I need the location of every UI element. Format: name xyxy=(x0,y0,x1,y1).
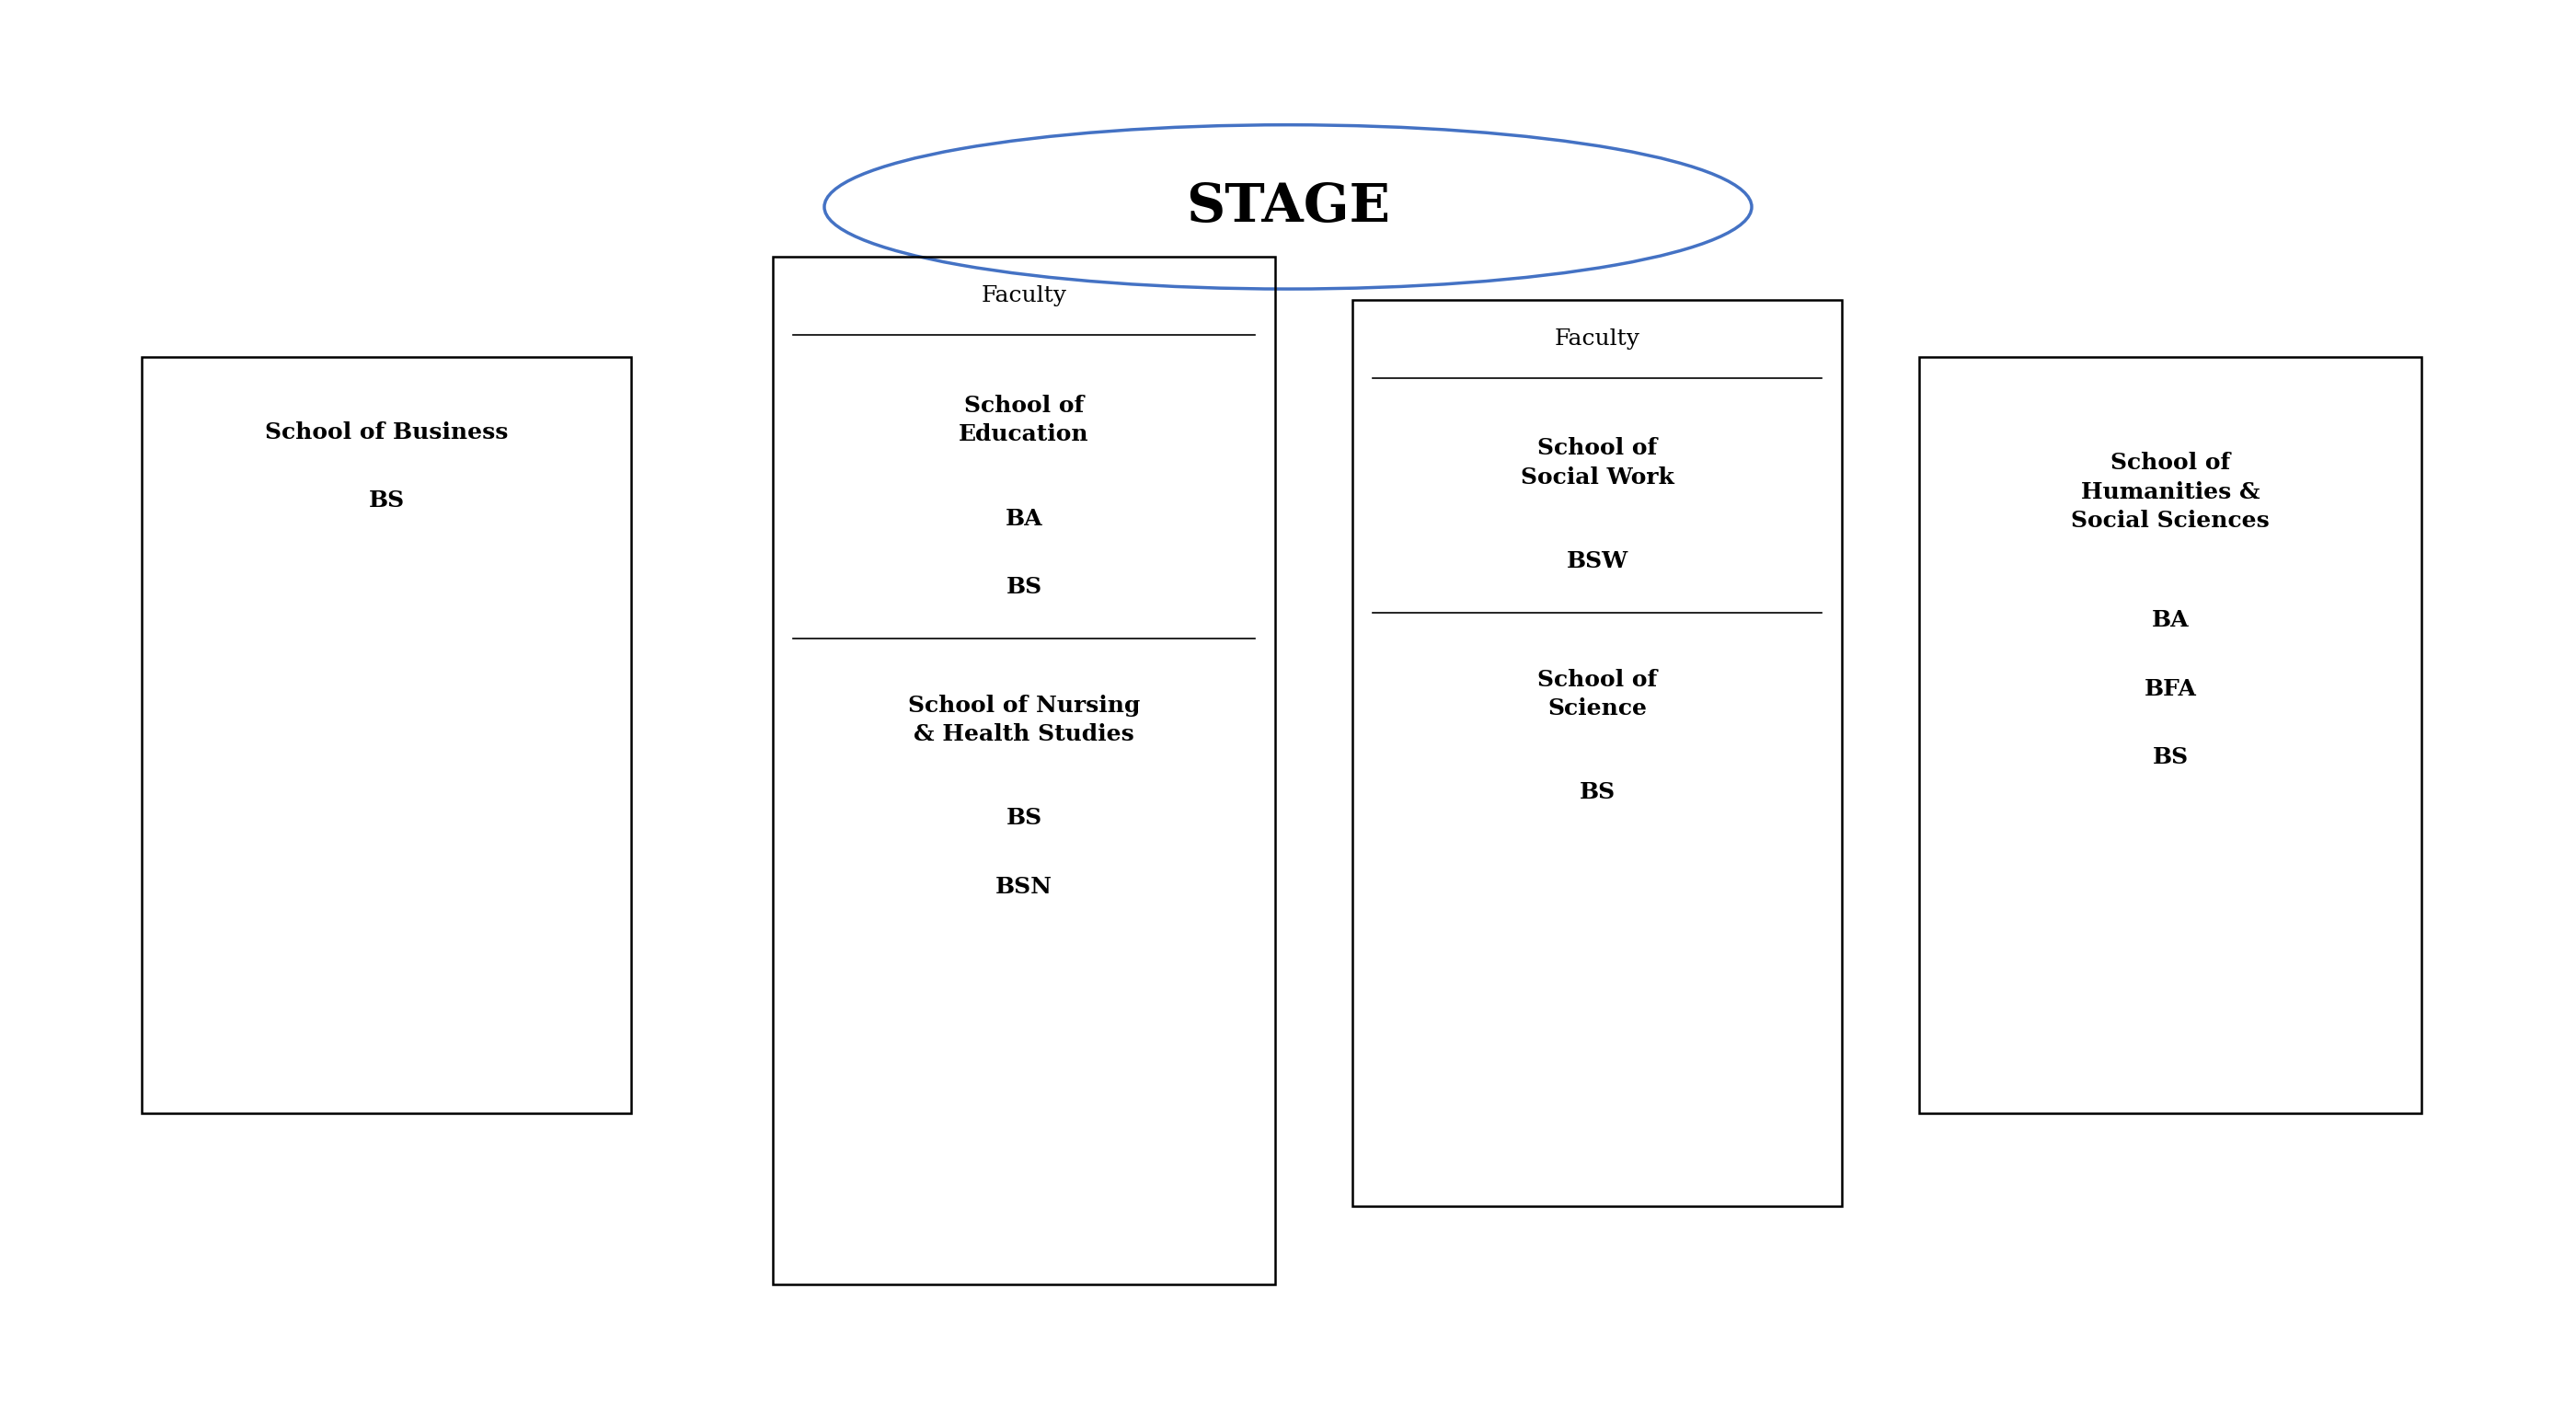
Text: School of
Humanities &
Social Sciences: School of Humanities & Social Sciences xyxy=(2071,452,2269,532)
Bar xyxy=(142,357,631,1113)
Bar xyxy=(1352,300,1842,1206)
Text: BS: BS xyxy=(1579,782,1615,803)
Bar xyxy=(773,257,1275,1284)
Text: School of
Social Work: School of Social Work xyxy=(1520,437,1674,488)
Text: School of
Science: School of Science xyxy=(1538,668,1656,719)
Text: BSN: BSN xyxy=(994,876,1054,898)
Text: School of Business: School of Business xyxy=(265,421,507,444)
Text: BA: BA xyxy=(1005,508,1043,529)
Text: Faculty: Faculty xyxy=(981,285,1066,307)
Text: STAGE: STAGE xyxy=(1185,181,1391,233)
Bar xyxy=(1919,357,2421,1113)
Text: Faculty: Faculty xyxy=(1553,328,1641,350)
Text: BFA: BFA xyxy=(2143,678,2197,701)
Text: BS: BS xyxy=(1007,577,1041,598)
Text: School of
Education: School of Education xyxy=(958,394,1090,445)
Text: BSW: BSW xyxy=(1566,551,1628,572)
Text: BA: BA xyxy=(2151,609,2190,632)
Text: BS: BS xyxy=(368,489,404,512)
Text: School of Nursing
& Health Studies: School of Nursing & Health Studies xyxy=(907,694,1141,745)
Text: BS: BS xyxy=(2154,746,2187,769)
Text: BS: BS xyxy=(1007,808,1041,829)
